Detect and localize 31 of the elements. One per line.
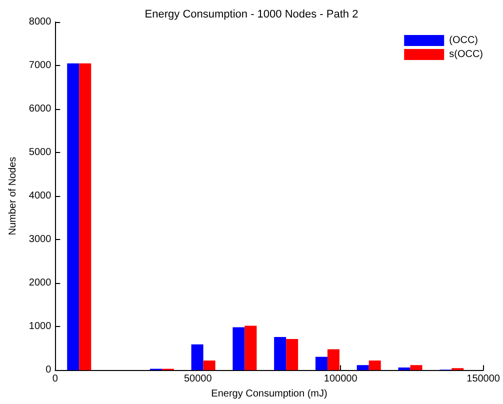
legend-label: s(OCC) [449, 49, 484, 60]
x-axis-title: Energy Consumption (mJ) [211, 388, 328, 400]
bar [232, 327, 245, 370]
legend-label: (OCC) [449, 35, 478, 46]
bar [203, 360, 216, 370]
y-tick-label: 4000 [28, 190, 52, 202]
y-tick-label: 3000 [28, 234, 52, 246]
bar [315, 356, 328, 370]
bar [356, 365, 369, 370]
bar [67, 63, 80, 370]
bar [327, 349, 340, 370]
bar [368, 360, 381, 370]
chart-title: Energy Consumption - 1000 Nodes - Path 2 [144, 8, 358, 20]
x-tick-label: 50000 [184, 374, 212, 385]
y-tick-label: 0 [46, 364, 52, 376]
y-tick-label: 8000 [28, 16, 52, 28]
bar [191, 344, 204, 370]
y-tick-label: 2000 [28, 278, 52, 289]
y-tick-label: 1000 [28, 321, 52, 332]
bar [244, 326, 257, 370]
bar [410, 365, 422, 370]
y-tick-label: 6000 [28, 104, 52, 115]
y-axis-title: Number of Nodes [8, 156, 18, 236]
bar [398, 367, 410, 370]
bar [274, 337, 286, 370]
x-tick-label: 150000 [466, 374, 500, 385]
bar [79, 63, 92, 370]
y-tick-label: 7000 [28, 60, 52, 72]
x-tick-label: 100000 [324, 374, 358, 385]
bar [286, 338, 298, 370]
y-tick-label: 5000 [28, 147, 52, 158]
